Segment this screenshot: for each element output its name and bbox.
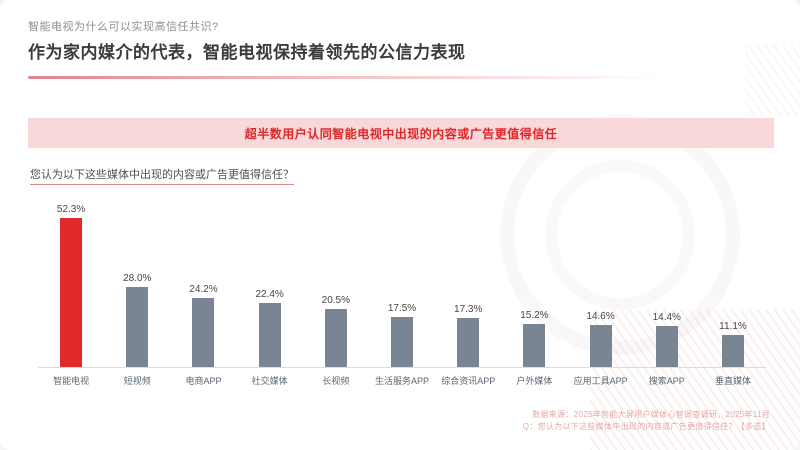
bar-column: 20.5% bbox=[303, 194, 369, 367]
bar-value-label: 22.4% bbox=[255, 289, 284, 300]
category-label: 电商APP bbox=[185, 376, 222, 386]
bar-chart: 52.3% 28.0% 24.2% 22.4% 20.5% 17.5% 17.3% 15.2%… bbox=[38, 194, 766, 394]
category-label: 社交媒体 bbox=[251, 376, 288, 386]
bar-value-label: 15.2% bbox=[520, 310, 549, 321]
bar bbox=[258, 303, 281, 367]
source-footnote: 数据来源：2025年智能大屏用户媒体心智调查调研，2025年11月 Q：您认为以… bbox=[523, 409, 770, 433]
bar-columns: 52.3% 28.0% 24.2% 22.4% 20.5% 17.5% 17.3% 15.2%… bbox=[38, 194, 766, 367]
bar bbox=[192, 298, 215, 367]
bar-column: 17.3% bbox=[435, 194, 501, 367]
watermark-stripes-top-right bbox=[745, 45, 800, 115]
category-labels: 智能电视 短视频 电商APP 社交媒体 长视频 生活服务APP 综合资讯APP 户外媒体 应用工… bbox=[38, 374, 766, 387]
bar bbox=[60, 218, 83, 367]
bar bbox=[126, 287, 149, 367]
category-label: 智能电视 bbox=[53, 376, 90, 386]
category-label: 搜索APP bbox=[648, 376, 685, 386]
page-title: 作为家内媒介的代表，智能电视保持着领先的公信力表现 bbox=[28, 43, 466, 62]
bar-column: 14.4% bbox=[634, 194, 700, 367]
highlight-banner-text: 超半数用户认同智能电视中出现的内容或广告更值得信任 bbox=[244, 126, 558, 141]
bar-column: 52.3% bbox=[38, 194, 104, 367]
category-label: 综合资讯APP bbox=[441, 376, 496, 386]
bar-column: 28.0% bbox=[104, 194, 170, 367]
chart-question-label: 您认为以下这些媒体中出现的内容或广告更值得信任？ bbox=[30, 166, 294, 185]
bar-value-label: 14.6% bbox=[586, 311, 615, 322]
bar-value-label: 24.2% bbox=[189, 284, 218, 295]
bar-column: 17.5% bbox=[369, 194, 435, 367]
bar-value-label: 17.3% bbox=[454, 304, 483, 315]
source-footnote-line2: Q：您认为以下这些媒体中出现的内容或广告更值得信任？【多选】 bbox=[522, 422, 770, 431]
bar bbox=[324, 309, 347, 367]
category-label: 长视频 bbox=[322, 376, 350, 386]
bar bbox=[721, 335, 744, 367]
bar-column: 22.4% bbox=[237, 194, 303, 367]
bar bbox=[589, 325, 612, 367]
section-kicker: 智能电视为什么可以实现高信任共识? bbox=[28, 21, 219, 33]
bar-column: 15.2% bbox=[501, 194, 567, 367]
bar-column: 14.6% bbox=[568, 194, 634, 367]
bar bbox=[391, 317, 414, 367]
source-footnote-line1: 数据来源：2025年智能大屏用户媒体心智调查调研，2025年11月 bbox=[532, 410, 770, 419]
highlight-banner: 超半数用户认同智能电视中出现的内容或广告更值得信任 bbox=[28, 118, 774, 148]
category-label: 户外媒体 bbox=[516, 376, 553, 386]
title-divider bbox=[28, 76, 774, 79]
category-label: 生活服务APP bbox=[375, 376, 430, 386]
bar bbox=[457, 318, 480, 367]
x-axis-line bbox=[38, 367, 766, 368]
bar-value-label: 28.0% bbox=[123, 273, 152, 284]
bar-column: 11.1% bbox=[700, 194, 766, 367]
bar-column: 24.2% bbox=[170, 194, 236, 367]
bar bbox=[523, 324, 546, 367]
bar-value-label: 52.3% bbox=[56, 204, 86, 215]
bar bbox=[655, 326, 678, 367]
bar-value-label: 11.1% bbox=[719, 321, 747, 332]
bar-value-label: 20.5% bbox=[321, 295, 351, 306]
category-label: 短视频 bbox=[123, 376, 151, 386]
bar-value-label: 17.5% bbox=[387, 303, 417, 314]
category-label: 垂直媒体 bbox=[714, 376, 751, 386]
bar-value-label: 14.4% bbox=[652, 312, 681, 323]
category-label: 应用工具APP bbox=[573, 376, 628, 386]
